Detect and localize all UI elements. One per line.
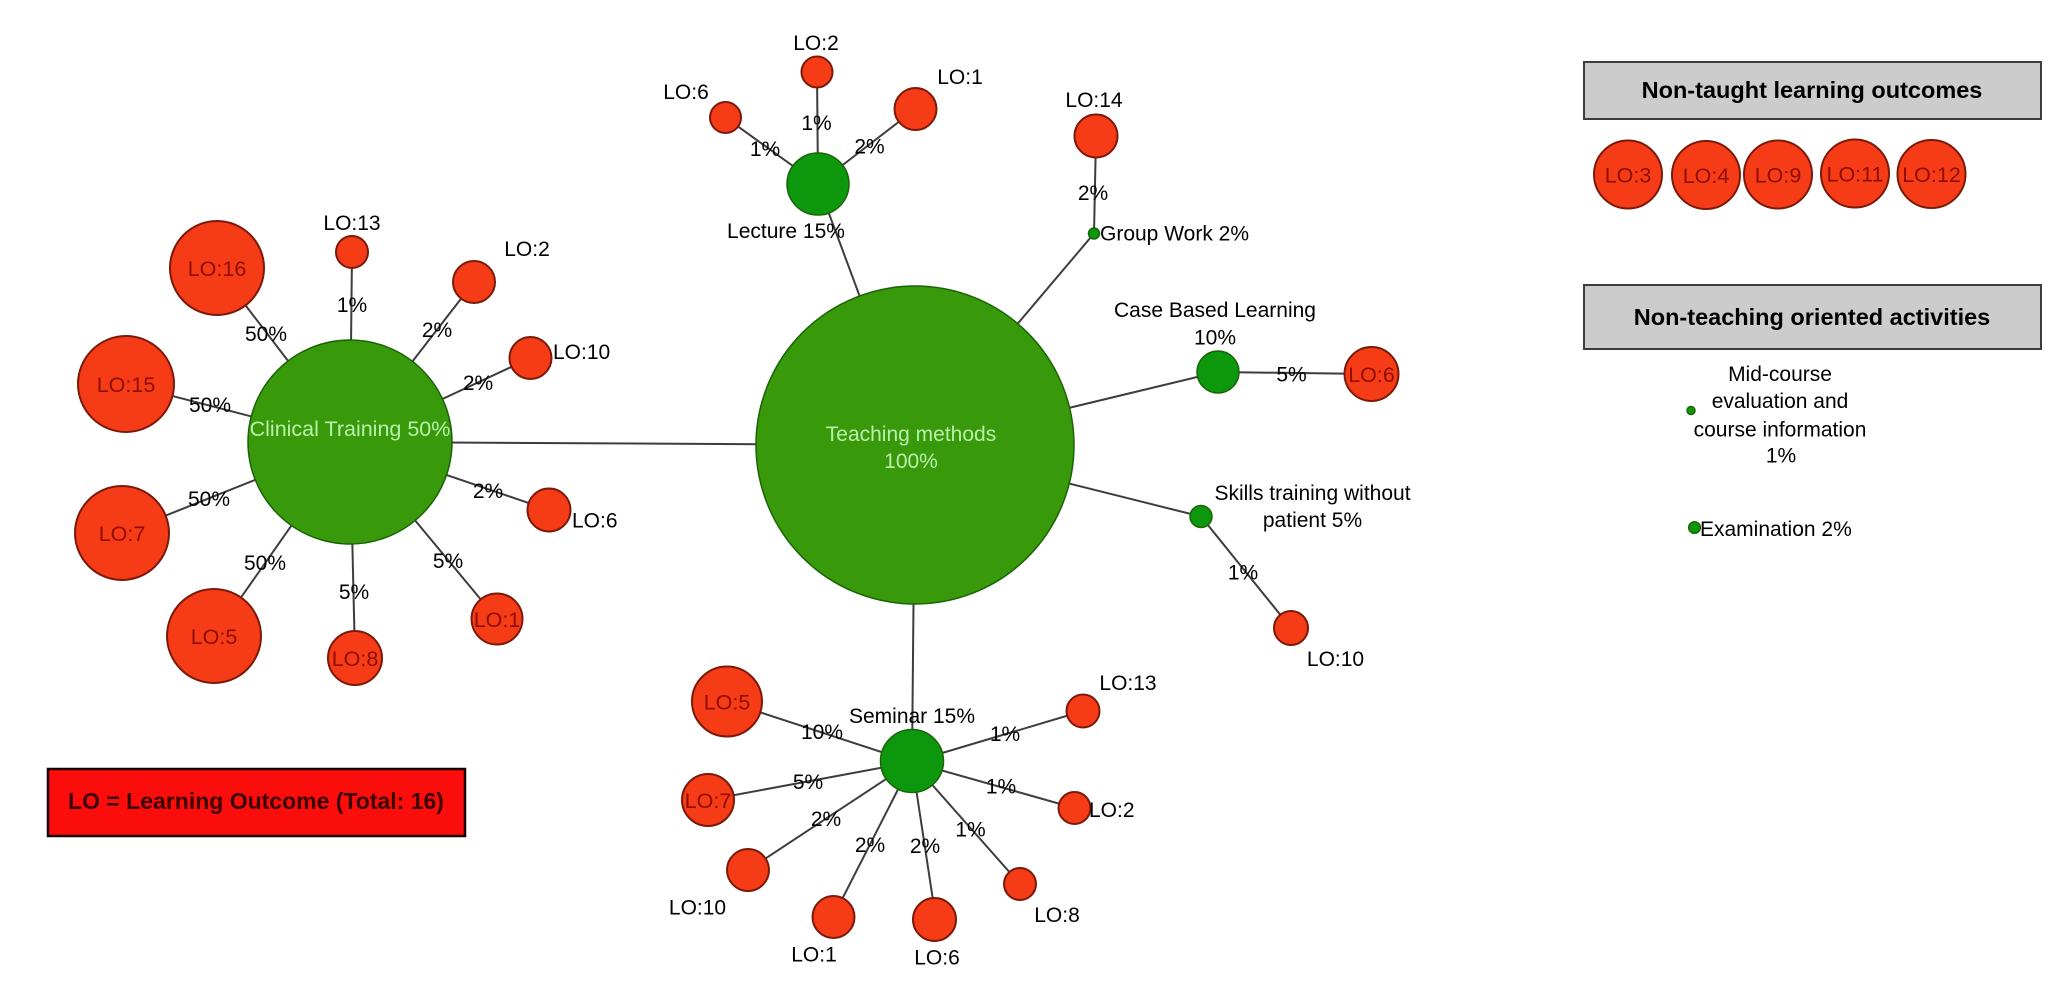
- svg-text:LO:7: LO:7: [99, 522, 146, 546]
- svg-text:2%: 2%: [910, 835, 940, 858]
- svg-text:10%: 10%: [801, 721, 843, 744]
- svg-text:1%: 1%: [750, 138, 780, 161]
- svg-text:5%: 5%: [1276, 364, 1306, 387]
- svg-text:50%: 50%: [244, 552, 286, 575]
- svg-text:LO:16: LO:16: [188, 257, 247, 281]
- svg-text:10%: 10%: [1194, 327, 1236, 350]
- svg-text:Examination 2%: Examination 2%: [1700, 518, 1852, 541]
- svg-text:LO:13: LO:13: [1099, 672, 1156, 695]
- svg-text:Teaching methods: Teaching methods: [826, 423, 996, 446]
- svg-text:LO:8: LO:8: [332, 647, 379, 671]
- svg-text:Non-taught learning outcomes: Non-taught learning outcomes: [1642, 77, 1983, 103]
- svg-text:LO:8: LO:8: [1034, 904, 1080, 927]
- svg-text:1%: 1%: [337, 294, 367, 317]
- svg-text:100%: 100%: [884, 450, 938, 473]
- svg-text:Group Work 2%: Group Work 2%: [1100, 223, 1249, 246]
- svg-text:LO:1: LO:1: [791, 944, 837, 967]
- svg-text:LO:10: LO:10: [553, 341, 610, 364]
- svg-text:1%: 1%: [986, 776, 1016, 799]
- svg-text:LO:14: LO:14: [1065, 89, 1123, 112]
- svg-text:1%: 1%: [801, 112, 831, 135]
- svg-text:course information: course information: [1694, 419, 1867, 442]
- svg-text:Non-teaching oriented activiti: Non-teaching oriented activities: [1634, 304, 1990, 330]
- svg-text:LO:5: LO:5: [704, 691, 751, 715]
- svg-text:50%: 50%: [245, 323, 287, 346]
- svg-text:LO:3: LO:3: [1605, 164, 1652, 188]
- svg-text:LO:2: LO:2: [504, 238, 550, 261]
- svg-text:LO:7: LO:7: [685, 789, 732, 813]
- svg-text:LO:10: LO:10: [669, 897, 726, 920]
- svg-text:LO:11: LO:11: [1827, 163, 1884, 187]
- svg-text:1%: 1%: [1228, 562, 1258, 585]
- svg-text:LO:15: LO:15: [97, 373, 156, 397]
- svg-text:patient 5%: patient 5%: [1263, 509, 1362, 532]
- svg-text:LO:6: LO:6: [663, 81, 709, 104]
- svg-text:LO:1: LO:1: [937, 66, 983, 89]
- svg-text:evaluation and: evaluation and: [1712, 390, 1849, 413]
- svg-text:LO = Learning Outcome (Total:: LO = Learning Outcome (Total: 16): [68, 788, 444, 814]
- svg-text:Skills training without: Skills training without: [1214, 482, 1410, 505]
- svg-text:Seminar 15%: Seminar 15%: [849, 705, 975, 728]
- svg-text:LO:1: LO:1: [474, 608, 521, 632]
- svg-text:LO:10: LO:10: [1307, 648, 1364, 671]
- svg-text:LO:6: LO:6: [914, 947, 960, 970]
- svg-text:LO:9: LO:9: [1755, 164, 1802, 188]
- svg-text:1%: 1%: [1766, 445, 1796, 468]
- svg-text:50%: 50%: [188, 488, 230, 511]
- svg-text:LO:12: LO:12: [1902, 163, 1961, 187]
- svg-text:2%: 2%: [1078, 182, 1108, 205]
- svg-text:LO:2: LO:2: [1089, 799, 1135, 822]
- svg-text:5%: 5%: [793, 771, 823, 794]
- svg-text:LO:5: LO:5: [191, 625, 238, 649]
- svg-text:LO:4: LO:4: [1683, 164, 1730, 188]
- svg-text:1%: 1%: [990, 723, 1020, 746]
- svg-text:2%: 2%: [811, 808, 841, 831]
- svg-text:Case Based Learning: Case Based Learning: [1114, 299, 1316, 322]
- svg-text:5%: 5%: [433, 550, 463, 573]
- svg-text:1%: 1%: [955, 819, 985, 842]
- svg-text:2%: 2%: [855, 834, 885, 857]
- svg-text:LO:6: LO:6: [1348, 363, 1395, 387]
- svg-text:Clinical Training 50%: Clinical Training 50%: [250, 417, 451, 441]
- svg-text:LO:2: LO:2: [793, 32, 839, 55]
- svg-text:2%: 2%: [473, 480, 503, 503]
- svg-text:LO:13: LO:13: [323, 212, 380, 235]
- svg-text:50%: 50%: [189, 394, 231, 417]
- svg-text:Mid-course: Mid-course: [1728, 363, 1832, 386]
- svg-text:2%: 2%: [463, 372, 493, 395]
- svg-text:5%: 5%: [339, 581, 369, 604]
- svg-text:2%: 2%: [422, 319, 452, 342]
- svg-text:Lecture 15%: Lecture 15%: [727, 220, 845, 243]
- svg-text:2%: 2%: [854, 136, 884, 159]
- svg-text:LO:6: LO:6: [572, 510, 618, 533]
